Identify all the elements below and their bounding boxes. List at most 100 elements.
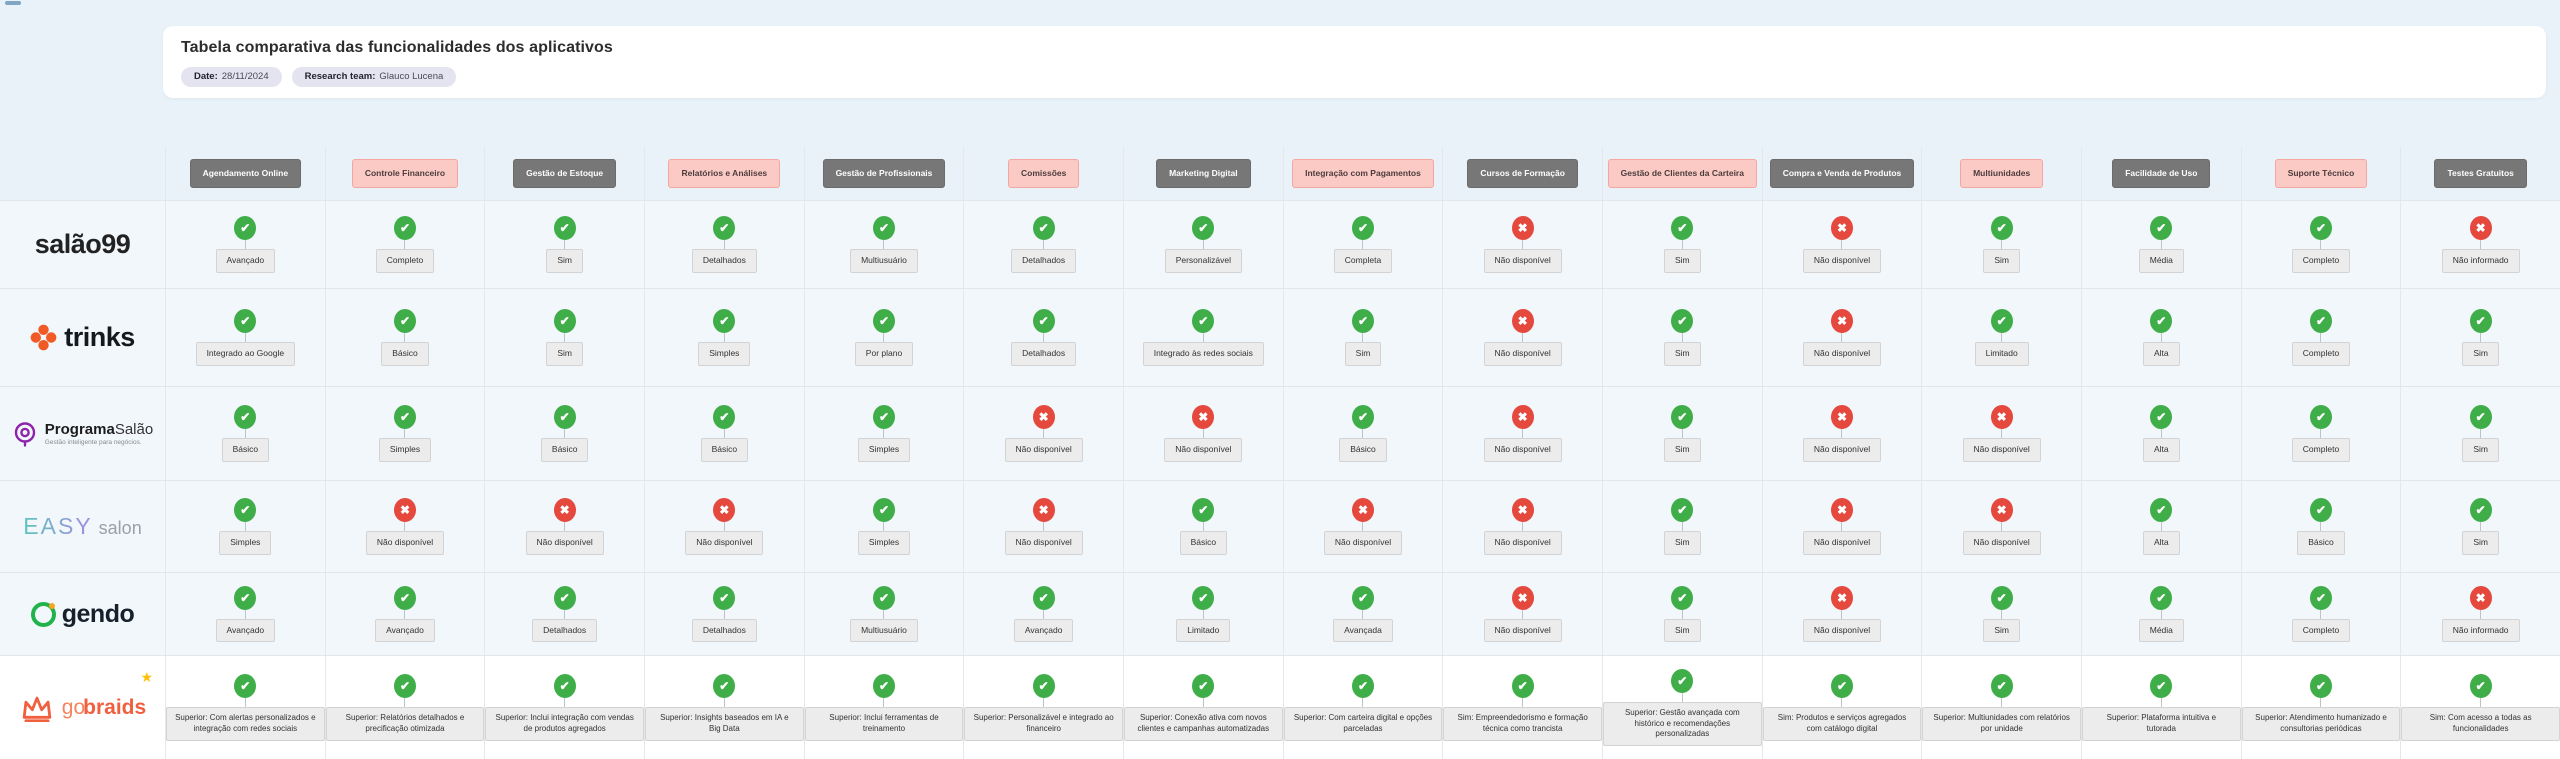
connector-line (1522, 698, 1524, 708)
cell-gobraids-col5: ✔ Superior: Inclui ferramentas de treinam… (803, 656, 964, 759)
cell-label: Superior: Com alertas personalizados e i… (166, 707, 325, 741)
connector-line (1202, 609, 1204, 619)
cell-label: Superior: Insights baseados em IA e Big … (645, 707, 804, 741)
check-icon: ✔ (872, 405, 895, 430)
cell-label: Detalhados (1011, 249, 1077, 273)
cross-icon: ✖ (1990, 405, 2013, 430)
cell-gendo-col6: ✔ Avançado (963, 573, 1123, 655)
check-icon: ✔ (553, 405, 576, 430)
cross-icon: ✖ (1511, 498, 1534, 523)
app-logo-cell-gendo: gendo (0, 573, 165, 655)
connector-line (404, 429, 406, 439)
cell-programasalao-col13: ✔ Alta (2081, 387, 2241, 480)
cell-salao99-col3: ✔ Sim (484, 201, 644, 288)
cell-label: Básico (540, 438, 589, 462)
check-icon: ✔ (1351, 585, 1374, 610)
cell-label: Completo (2291, 618, 2351, 643)
connector-line (2001, 522, 2003, 532)
cell-gobraids-col4: ✔ Superior: Insights baseados em IA e Big… (644, 656, 804, 759)
connector-line (564, 240, 566, 250)
connector-line (2320, 429, 2322, 439)
cell-gendo-col3: ✔ Detalhados (484, 573, 644, 655)
table-row-gendo: gendo ✔ Avançado ✔ Avançado ✔ Detalhados ✔ Detal… (0, 572, 2560, 655)
scrollbar-fragment[interactable] (5, 1, 21, 5)
check-icon: ✔ (1351, 405, 1374, 430)
app-logo-cell-easysalon: EASY salon (0, 481, 165, 572)
cell-gobraids-col7: ✔ Superior: Conexão ativa com novos clien… (1123, 656, 1283, 759)
check-icon: ✔ (872, 585, 895, 610)
cell-label: Sim: Empreendedorismo e formação técnica… (1443, 707, 1602, 741)
cell-easysalon-col7: ✔ Básico (1123, 481, 1283, 572)
cell-salao99-col6: ✔ Detalhados (963, 201, 1123, 288)
research-team-label: Research team: (304, 71, 376, 82)
cell-salao99-col13: ✔ Média (2081, 201, 2241, 288)
check-icon: ✔ (234, 585, 257, 610)
cell-label: Superior: Personalizável e integrado ao … (964, 707, 1123, 741)
cell-salao99-col15: ✖ Não informado (2400, 201, 2560, 288)
cell-label: Básico (1179, 531, 1228, 555)
check-icon: ✔ (393, 309, 416, 334)
column-header-cell: Testes Gratuitos (2400, 147, 2560, 200)
connector-line (2480, 429, 2482, 439)
cell-label: Sim (2462, 438, 2499, 462)
column-header-cell: Multiunidades (1921, 147, 2081, 200)
cell-gobraids-col2: ✔ Superior: Relatórios detalhados e preci… (324, 656, 485, 759)
check-icon: ✔ (1990, 674, 2013, 699)
cell-label: Alta (2143, 438, 2180, 462)
cell-label: Superior: Conexão ativa com novos client… (1124, 707, 1283, 741)
table-row-salao99: salão99 ✔ Avançado ✔ Completo ✔ Sim ✔ Detalhados… (0, 200, 2560, 288)
connector-line (883, 698, 885, 708)
programasalao-pin-icon (14, 421, 35, 447)
cell-programasalao-col14: ✔ Completo (2240, 387, 2401, 480)
research-team-badge: Research team: Glauco Lucena (291, 67, 457, 87)
cell-trinks-col8: ✔ Sim (1282, 289, 1443, 386)
connector-line (2160, 698, 2162, 708)
column-header-1: Agendamento Online (189, 159, 302, 188)
cell-label: Básico (700, 438, 749, 462)
page-title: Tabela comparativa das funcionalidades d… (181, 39, 613, 56)
connector-line (1841, 522, 1843, 532)
cell-programasalao-col6: ✖ Não disponível (963, 387, 1123, 480)
check-icon: ✔ (2309, 498, 2332, 523)
cell-trinks-col15: ✔ Sim (2400, 289, 2560, 386)
cell-label: Não disponível (1483, 618, 1562, 643)
cell-gobraids-col6: ✔ Superior: Personalizável e integrado ao… (963, 656, 1123, 759)
cell-gendo-col13: ✔ Média (2081, 573, 2241, 655)
check-icon: ✔ (713, 585, 736, 610)
cell-salao99-col8: ✔ Completa (1282, 201, 1443, 288)
cell-label: Sim: Com acesso a todas as funcionalidad… (2401, 707, 2560, 741)
cell-label: Detalhados (532, 618, 598, 643)
cross-icon: ✖ (1830, 309, 1853, 334)
column-header-5: Gestão de Profissionais (822, 159, 946, 188)
check-icon: ✔ (234, 674, 257, 699)
connector-line (244, 333, 246, 343)
cell-programasalao-col1: ✔ Básico (165, 387, 325, 480)
cell-easysalon-col1: ✔ Simples (165, 481, 325, 572)
connector-line (1202, 333, 1204, 343)
connector-line (1522, 522, 1524, 532)
cell-label: Não disponível (1802, 249, 1882, 273)
cell-label: Média (2138, 618, 2184, 643)
column-header-6: Comissões (1007, 159, 1080, 188)
cell-label: Superior: Inclui integração com vendas d… (485, 707, 644, 741)
programasalao-wordmark: ProgramaSalão (44, 421, 154, 438)
easysalon-subword: salon (98, 518, 142, 538)
date-value: 28/11/2024 (221, 71, 269, 82)
check-icon: ✔ (2469, 309, 2492, 334)
meta-badges: Date: 28/11/2024 Research team: Glauco L… (163, 57, 2546, 87)
connector-line (2001, 609, 2003, 619)
cell-label: Sim (546, 342, 583, 366)
cross-icon: ✖ (1032, 405, 1055, 430)
table-row-gobraids: gobraids ★ ✔ Superior: Com alertas personal… (0, 655, 2560, 759)
cell-label: Completo (2291, 438, 2351, 462)
connector-line (1681, 333, 1683, 343)
cell-easysalon-col5: ✔ Simples (803, 481, 964, 572)
check-icon: ✔ (872, 674, 895, 699)
cell-label: Completa (1333, 249, 1393, 273)
connector-line (1043, 522, 1045, 532)
check-icon: ✔ (1671, 585, 1694, 610)
column-header-cell: Marketing Digital (1123, 147, 1283, 200)
cell-label: Completo (2291, 249, 2351, 273)
cell-gendo-col12: ✔ Sim (1921, 573, 2081, 655)
connector-line (244, 240, 246, 250)
